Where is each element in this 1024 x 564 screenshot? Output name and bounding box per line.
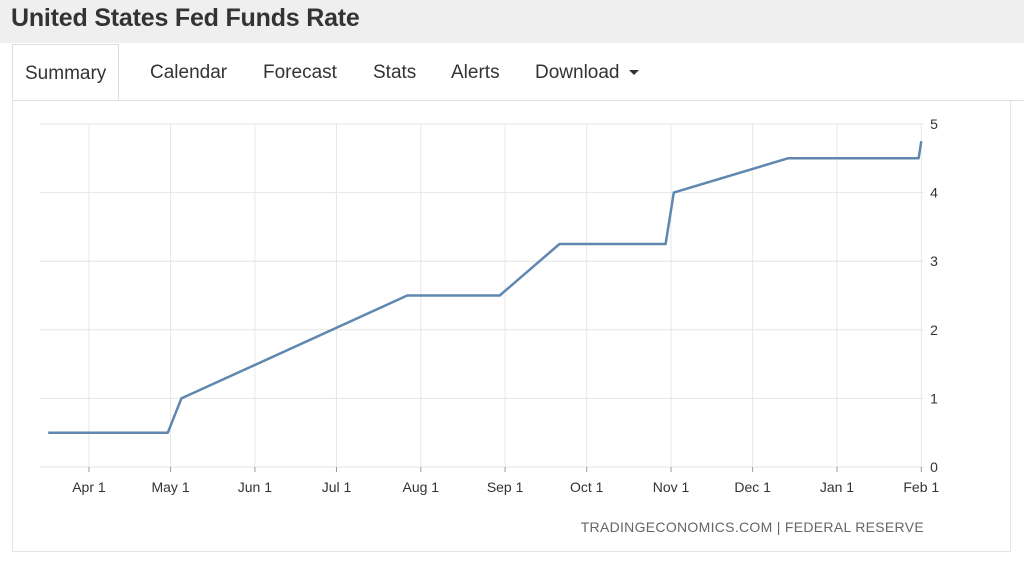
tab-forecast[interactable]: Forecast — [263, 44, 337, 100]
tab-stats-label: Stats — [373, 62, 417, 83]
tab-stats[interactable]: Stats — [373, 44, 416, 100]
x-tick-label: Dec 1 — [734, 479, 771, 495]
tab-bar: Summary Calendar Forecast Stats Alerts D… — [12, 44, 1024, 101]
y-tick-label: 5 — [930, 116, 938, 132]
x-tick-label: Jul 1 — [322, 479, 352, 495]
tab-alerts-label: Alerts — [451, 62, 500, 83]
tab-summary-label: Summary — [25, 63, 107, 84]
chevron-down-icon — [628, 70, 639, 76]
tab-calendar[interactable]: Calendar — [150, 44, 227, 100]
x-tick-label: Jun 1 — [238, 479, 272, 495]
tab-calendar-label: Calendar — [150, 62, 228, 83]
tab-download-label: Download — [535, 62, 620, 83]
series-line — [48, 141, 923, 434]
y-tick-label: 1 — [930, 390, 938, 406]
y-tick-label: 4 — [930, 185, 938, 201]
title-bar: United States Fed Funds Rate — [0, 0, 1024, 43]
tab-summary[interactable]: Summary — [12, 44, 120, 100]
x-tick-label: Nov 1 — [653, 479, 690, 495]
x-tick-label: May 1 — [151, 479, 189, 495]
x-tick-label: Sep 1 — [487, 479, 524, 495]
tab-alerts[interactable]: Alerts — [451, 44, 500, 100]
x-tick-label: Oct 1 — [570, 479, 604, 495]
y-tick-label: 2 — [930, 322, 938, 338]
x-tick-label: Aug 1 — [403, 479, 440, 495]
y-tick-label: 0 — [930, 459, 938, 475]
page-title: United States Fed Funds Rate — [11, 4, 360, 32]
x-tick-label: Feb 1 — [903, 479, 939, 495]
y-tick-label: 3 — [930, 253, 938, 269]
tab-download[interactable]: Download — [535, 44, 639, 100]
x-tick-label: Jan 1 — [820, 479, 854, 495]
x-tick-label: Apr 1 — [72, 479, 106, 495]
source-attribution[interactable]: TRADINGECONOMICS.COM | FEDERAL RESERVE — [580, 519, 924, 535]
tab-forecast-label: Forecast — [263, 62, 337, 83]
chart-panel — [12, 100, 1011, 552]
